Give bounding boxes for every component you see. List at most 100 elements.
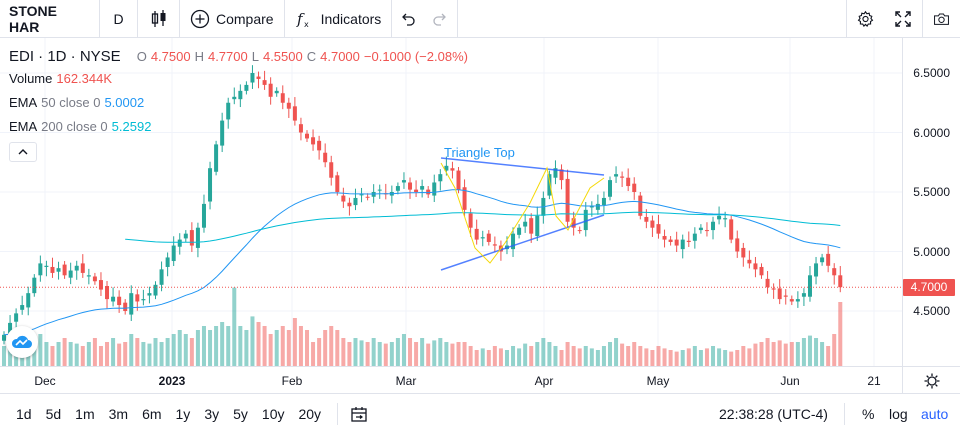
- volume-bar: [420, 338, 425, 366]
- axis-settings-button[interactable]: [902, 367, 960, 394]
- volume-bar: [814, 338, 819, 366]
- volume-bar: [189, 338, 194, 366]
- candle-body: [26, 293, 31, 308]
- time-axis-label: 2023: [158, 374, 186, 388]
- close-value: 4.7000: [320, 48, 360, 64]
- bottom-toolbar: 1d 5d 1m 3m 6m 1y 3y 5y 10y 20y 22:38:28 (UTC-4) …: [0, 395, 960, 433]
- range-button-1d[interactable]: 1d: [16, 406, 32, 422]
- low-label: L: [251, 48, 259, 64]
- range-button-3m[interactable]: 3m: [108, 406, 129, 422]
- candle-body: [408, 182, 413, 190]
- candle-body: [620, 176, 625, 178]
- fullscreen-icon: [895, 11, 911, 27]
- range-button-3y[interactable]: 3y: [204, 406, 220, 422]
- candle-body: [462, 187, 467, 210]
- price-axis[interactable]: 6.5000 6.0000 5.5000 5.0000 4.5000: [902, 38, 960, 366]
- volume-legend[interactable]: Volume 162.344K: [9, 66, 468, 90]
- change-value: −0.1000 (−2.08%): [363, 48, 468, 64]
- price-chart[interactable]: Triangle Top: [0, 38, 902, 366]
- symbol-line: EDI · 1D · NYSE: [9, 47, 121, 65]
- chart-grid: [0, 38, 902, 366]
- fullscreen-button[interactable]: [884, 0, 922, 38]
- candle-body: [838, 275, 843, 288]
- cloud-icon: [11, 335, 32, 348]
- volume-bar: [698, 350, 703, 366]
- redo-button[interactable]: [424, 0, 459, 38]
- auto-toggle[interactable]: auto: [921, 406, 949, 422]
- volume-bar: [468, 346, 473, 366]
- percent-toggle[interactable]: %: [862, 406, 875, 422]
- interval-button[interactable]: D: [100, 0, 138, 38]
- candle-body: [517, 227, 522, 235]
- candle-body: [480, 237, 485, 239]
- candle-body: [608, 180, 612, 197]
- volume-bar: [153, 338, 158, 366]
- volume-bar: [444, 342, 449, 366]
- volume-bar: [408, 338, 413, 366]
- candle-body: [601, 197, 606, 206]
- settings-button[interactable]: [846, 0, 884, 38]
- volume-bar: [504, 350, 509, 366]
- ema50-value: 5.0002: [104, 94, 145, 110]
- chart-legend: EDI · 1D · NYSE O 4.7500 H 4.7700 L 4.5500 …: [9, 46, 468, 162]
- candle-body: [341, 195, 346, 202]
- log-toggle[interactable]: log: [889, 406, 908, 422]
- volume-bar: [674, 351, 679, 366]
- volume-bar: [80, 346, 85, 366]
- candle-body: [14, 313, 19, 322]
- pattern-lower-line: [440, 214, 605, 271]
- undo-button[interactable]: [392, 0, 424, 38]
- candle-body: [44, 265, 49, 267]
- ema50-legend[interactable]: EMA 50 close 0 5.0002: [9, 90, 468, 114]
- svg-text:x: x: [304, 20, 309, 29]
- candle-body: [171, 245, 176, 262]
- range-button-6m[interactable]: 6m: [142, 406, 162, 422]
- time-axis[interactable]: Dec 2023 Feb Mar Apr May Jun 21: [0, 366, 960, 394]
- ema-lines: [3, 189, 841, 336]
- snapshot-button[interactable]: [922, 0, 960, 38]
- volume-bar: [44, 342, 49, 366]
- candle-body: [662, 236, 667, 240]
- candle-body: [129, 293, 134, 315]
- candle-body: [32, 277, 37, 294]
- volume-bar: [704, 348, 709, 366]
- range-button-10y[interactable]: 10y: [261, 406, 285, 422]
- compare-button[interactable]: Compare: [180, 0, 285, 38]
- range-button-5y[interactable]: 5y: [233, 406, 248, 422]
- tradingview-logo[interactable]: [6, 326, 38, 358]
- volume-bar: [220, 322, 225, 366]
- volume-bar: [820, 342, 825, 366]
- volume-bar: [98, 346, 103, 366]
- candle-body: [753, 263, 758, 270]
- volume-bar: [559, 350, 564, 366]
- candle-body: [111, 296, 116, 302]
- candle-body: [644, 216, 649, 222]
- range-button-1y[interactable]: 1y: [175, 406, 191, 422]
- volume-bar: [517, 348, 522, 366]
- ema200-legend[interactable]: EMA 200 close 0 5.2592: [9, 114, 468, 138]
- chart-type-button[interactable]: [138, 0, 180, 38]
- candle-body: [274, 90, 279, 94]
- clock[interactable]: 22:38:28 (UTC-4): [719, 406, 828, 422]
- date-range-picker-button[interactable]: [350, 405, 368, 423]
- candle-body: [589, 206, 594, 208]
- range-button-5d[interactable]: 5d: [45, 406, 62, 422]
- candle-body: [395, 186, 400, 191]
- candle-body: [68, 270, 73, 278]
- range-button-1m[interactable]: 1m: [75, 406, 95, 422]
- candle-body: [177, 239, 182, 247]
- bottom-divider: [844, 403, 845, 425]
- candle-body: [456, 170, 461, 190]
- candle-body: [723, 218, 728, 220]
- symbol-search-button[interactable]: STONE HAR: [0, 0, 100, 38]
- volume-bar: [547, 342, 552, 366]
- candle-body: [735, 238, 740, 252]
- legend-collapse-button[interactable]: [9, 142, 37, 162]
- candle-body: [826, 253, 831, 266]
- range-button-20y[interactable]: 20y: [298, 406, 322, 422]
- candle-body: [165, 257, 170, 267]
- high-value: 4.7700: [207, 48, 248, 64]
- candle-body: [711, 221, 716, 231]
